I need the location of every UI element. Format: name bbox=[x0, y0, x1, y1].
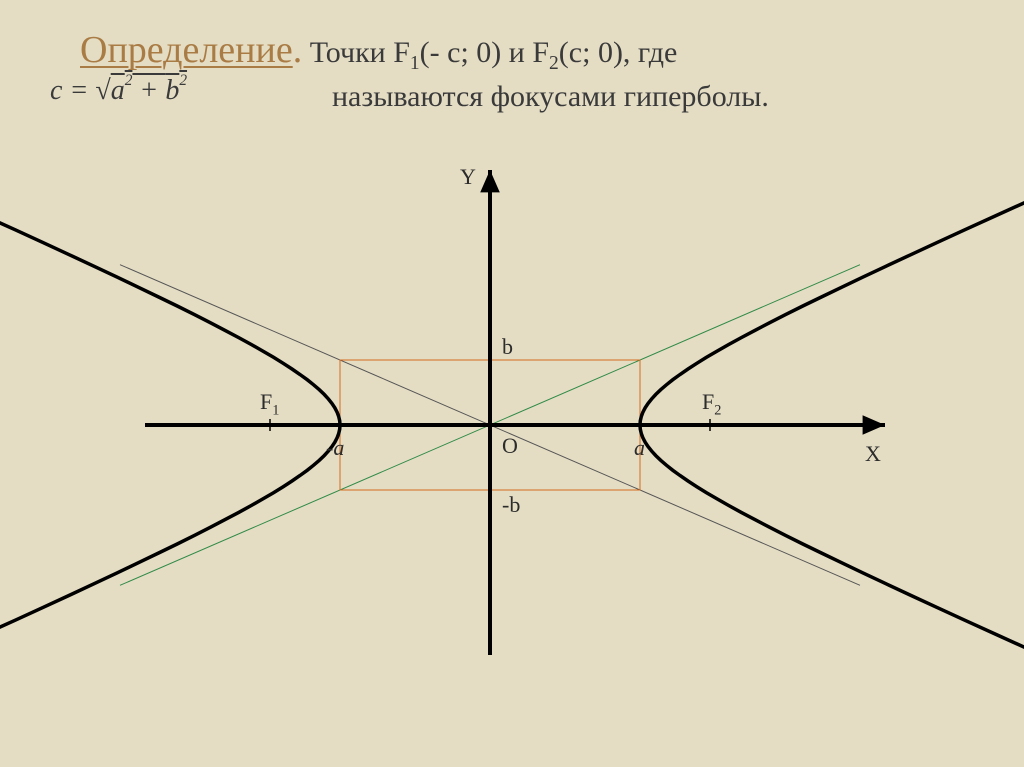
label-a: a bbox=[634, 435, 645, 461]
label-neg-b: -b bbox=[502, 492, 520, 518]
focus-f1-letter: F bbox=[260, 389, 272, 414]
axis-label-x: X bbox=[865, 441, 881, 467]
focus-f1-sub: 1 bbox=[272, 402, 279, 418]
hyperbola-diagram bbox=[0, 0, 1024, 767]
label-b: b bbox=[502, 334, 513, 360]
axis-label-y: Y bbox=[460, 164, 476, 190]
focus-f2-letter: F bbox=[702, 389, 714, 414]
focus-label-f1: F1 bbox=[260, 389, 279, 419]
focus-f2-sub: 2 bbox=[714, 402, 721, 418]
origin-label: O bbox=[502, 433, 518, 459]
label-neg-a: -a bbox=[326, 435, 344, 461]
focus-label-f2: F2 bbox=[702, 389, 721, 419]
